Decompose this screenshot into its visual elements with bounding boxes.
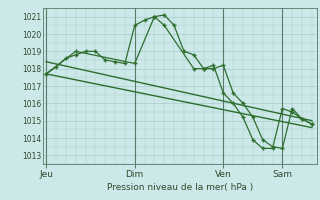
X-axis label: Pression niveau de la mer( hPa ): Pression niveau de la mer( hPa ) — [107, 183, 253, 192]
